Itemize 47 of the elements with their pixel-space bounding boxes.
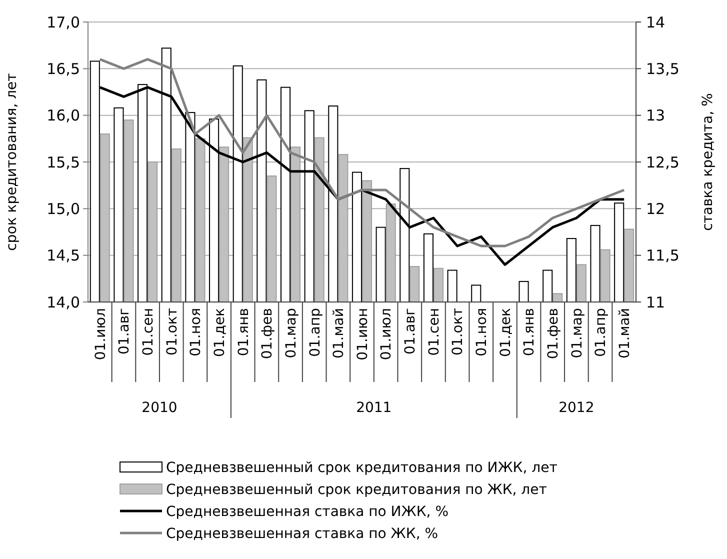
text: 2012 [558, 400, 594, 416]
x-tick-label: 01.май [331, 308, 348, 359]
y2-tick-label: 11 [646, 293, 666, 312]
x-tick-label: 01.июн [354, 308, 371, 360]
x-tick-label: 01.апр [307, 308, 324, 357]
y2-tick-label: 13 [646, 106, 666, 125]
x-tick-label: 01.авг [116, 308, 133, 354]
x-tick-label: 01.фев [260, 308, 276, 360]
y2-tick-label: 12 [646, 200, 666, 218]
x-tick-label: 01.мар [283, 308, 300, 358]
x-tick-label: 01.янв [522, 308, 538, 356]
x-tick-label: 01.сен [140, 308, 156, 356]
x-tick-label: 01.июл [378, 308, 395, 360]
x-tick-label: 01.дек [498, 308, 514, 358]
y-tick-label: 14,0 [46, 293, 80, 312]
x-tick-label: 01.янв [236, 308, 252, 356]
x-tick-label: 01.ноя [188, 308, 204, 356]
y-tick-label: 17,0 [46, 13, 80, 32]
x-tick-label: 01.ноя [474, 308, 490, 356]
x-tick-label: 01.окт [450, 308, 466, 356]
y-tick-label: 16,5 [46, 60, 80, 78]
y-tick-label: 14,5 [46, 246, 80, 265]
y-axis-title: срок кредитования, лет [4, 73, 20, 251]
y-tick-label: 15,5 [46, 153, 80, 172]
y2-tick-label: 13,5 [646, 60, 680, 78]
y2-axis-title: ставка кредита, % [700, 93, 716, 231]
text: 2011 [356, 400, 392, 416]
text: 2010 [142, 400, 178, 416]
x-tick-label: 01.июл [92, 308, 109, 360]
x-tick-label: 01.май [616, 308, 633, 359]
line-series [98, 58, 626, 248]
x-tick-label: 01.фев [546, 308, 562, 360]
x-tick-label: 01.окт [164, 308, 180, 356]
y2-tick-label: 11,5 [646, 246, 680, 265]
x-tick-label: 01.авг [402, 308, 419, 354]
legend-label: Средневзвешенная ставка по ЖК, % [166, 526, 438, 542]
legend-label: Средневзвешенный срок кредитования по ИЖК, лет [166, 460, 558, 476]
legend-label: Средневзвешенный срок кредитования по ЖК, лет [166, 482, 547, 498]
legend-label: Средневзвешенная ставка по ИЖК, % [166, 504, 448, 520]
x-tick-label: 01.дек [212, 308, 228, 358]
y2-tick-label: 14 [646, 13, 666, 32]
x-tick-label: 01.сен [426, 308, 442, 356]
y-tick-label: 16,0 [46, 106, 80, 125]
y-tick-label: 15,0 [46, 200, 80, 218]
x-tick-label: 01.мар [569, 308, 586, 358]
y2-tick-label: 12,5 [646, 153, 680, 172]
x-tick-label: 01.апр [593, 308, 610, 357]
